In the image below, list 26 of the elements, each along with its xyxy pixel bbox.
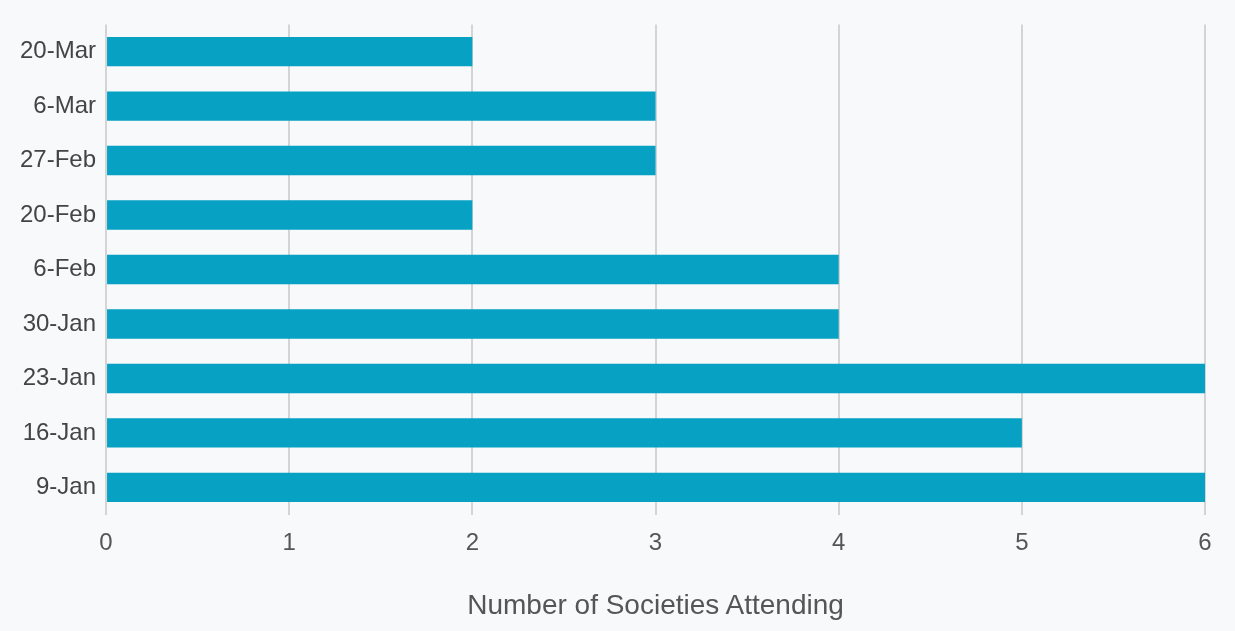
bar bbox=[107, 472, 1205, 503]
x-tick-label: 0 bbox=[99, 527, 113, 555]
x-axis-title: Number of Societies Attending bbox=[467, 588, 844, 620]
y-tick-label: 20-Mar bbox=[20, 36, 97, 64]
y-tick-label: 16-Jan bbox=[22, 417, 97, 445]
x-tick-label: 5 bbox=[1015, 527, 1029, 555]
bar bbox=[107, 145, 656, 176]
x-tick-label: 2 bbox=[465, 527, 480, 555]
bar bbox=[107, 254, 839, 285]
y-tick-label: 6-Mar bbox=[33, 90, 97, 118]
y-tick-label: 23-Jan bbox=[22, 363, 97, 391]
x-tick-label: 1 bbox=[282, 527, 296, 555]
x-tick-label: 6 bbox=[1198, 527, 1212, 555]
x-tick-label: 4 bbox=[832, 527, 846, 555]
y-tick-label: 30-Jan bbox=[22, 308, 97, 336]
y-tick-label: 20-Feb bbox=[20, 199, 97, 227]
bar bbox=[107, 418, 1022, 448]
bar bbox=[107, 91, 656, 121]
y-tick-label: 9-Jan bbox=[36, 471, 97, 499]
bar bbox=[107, 200, 473, 230]
y-tick-label: 6-Feb bbox=[33, 254, 97, 282]
bar bbox=[107, 36, 473, 67]
bar bbox=[107, 363, 1205, 394]
x-tick-label: 3 bbox=[648, 527, 663, 555]
y-tick-label: 27-Feb bbox=[20, 145, 97, 173]
bar bbox=[107, 309, 839, 339]
